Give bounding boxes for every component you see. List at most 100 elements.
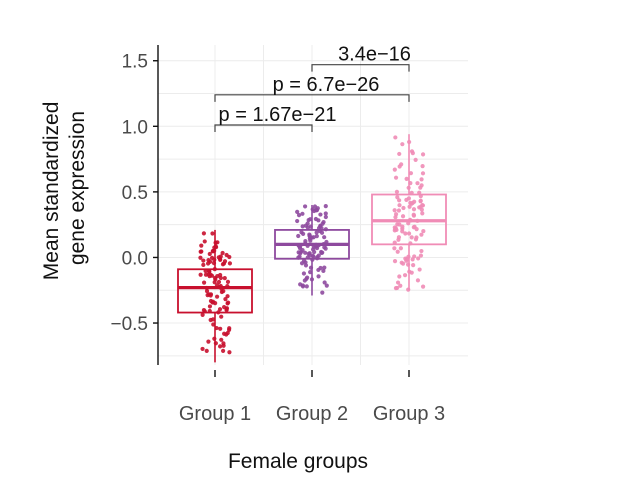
data-point xyxy=(217,256,223,262)
p-value-label: p = 6.7e−26 xyxy=(273,74,380,96)
data-point xyxy=(219,314,224,319)
data-point xyxy=(304,276,309,282)
data-point xyxy=(225,294,230,299)
data-point xyxy=(398,246,403,251)
data-point xyxy=(323,214,328,220)
data-point xyxy=(420,152,426,157)
data-point xyxy=(222,276,227,281)
data-point xyxy=(210,231,215,236)
x-tick-label: Group 1 xyxy=(179,403,251,425)
comparison-bracket xyxy=(214,124,313,132)
data-point xyxy=(400,142,405,147)
y-axis-title-line-1: Mean standardized xyxy=(40,102,63,281)
data-point xyxy=(397,151,402,157)
data-point xyxy=(411,262,416,268)
data-point xyxy=(395,195,400,200)
data-point xyxy=(419,183,424,188)
data-point xyxy=(406,231,412,236)
x-axis-title: Female groups xyxy=(228,450,368,473)
data-point xyxy=(417,267,422,272)
data-point xyxy=(323,211,328,216)
data-point xyxy=(393,227,398,232)
data-point xyxy=(206,339,211,344)
data-point xyxy=(324,283,329,288)
data-point xyxy=(205,261,211,266)
data-point xyxy=(215,294,220,299)
data-point xyxy=(303,250,308,255)
data-point xyxy=(220,348,226,353)
data-point xyxy=(226,300,231,305)
data-point xyxy=(295,218,300,224)
data-point xyxy=(319,230,325,235)
data-point xyxy=(397,274,402,279)
data-point xyxy=(200,312,205,317)
data-point xyxy=(227,261,233,266)
data-point xyxy=(410,200,415,206)
data-point xyxy=(397,198,402,203)
y-tick-label: −0.5 xyxy=(110,314,148,335)
data-point xyxy=(420,284,426,289)
data-point xyxy=(219,337,224,342)
data-point xyxy=(409,235,414,240)
data-point xyxy=(300,224,305,229)
data-point xyxy=(227,326,232,331)
y-tick-label: 0.0 xyxy=(122,248,148,269)
data-point xyxy=(301,258,307,263)
data-point xyxy=(301,231,306,236)
data-point xyxy=(222,259,228,264)
data-point xyxy=(321,268,326,274)
data-point xyxy=(206,272,211,277)
data-point xyxy=(210,299,216,304)
jitter-points xyxy=(198,135,426,355)
data-point xyxy=(198,255,203,260)
data-point xyxy=(314,234,319,239)
y-tick-label: 1.5 xyxy=(122,52,148,73)
data-point xyxy=(418,253,424,258)
data-point xyxy=(415,181,420,186)
data-point xyxy=(314,208,319,213)
data-point xyxy=(307,233,312,238)
data-point xyxy=(199,243,204,248)
data-point xyxy=(398,283,403,288)
data-point xyxy=(224,306,230,311)
data-point xyxy=(400,224,405,229)
data-point xyxy=(392,167,397,172)
data-point xyxy=(302,204,308,209)
data-point xyxy=(218,326,223,331)
data-point xyxy=(201,231,206,236)
data-point xyxy=(410,151,415,156)
data-point xyxy=(323,204,328,209)
data-point xyxy=(400,229,405,234)
data-point xyxy=(401,261,406,266)
data-point xyxy=(393,175,399,180)
y-tick-label: 1.0 xyxy=(122,117,148,138)
data-point xyxy=(316,218,321,223)
data-point xyxy=(227,350,232,355)
data-point xyxy=(206,258,211,263)
data-point xyxy=(221,289,226,294)
data-point xyxy=(204,288,210,294)
comparison-bracket xyxy=(311,64,410,72)
significance-brackets: p = 1.67e−21 p = 6.7e−26 3.4e−16 xyxy=(214,44,411,132)
data-point xyxy=(310,253,316,258)
data-point xyxy=(204,348,209,353)
data-point xyxy=(415,278,421,283)
data-point xyxy=(217,344,223,349)
data-point xyxy=(406,196,412,201)
data-point xyxy=(300,248,305,253)
data-point xyxy=(217,307,223,312)
data-point xyxy=(300,283,305,288)
data-point xyxy=(227,254,232,260)
data-point xyxy=(225,330,230,336)
y-tick-label: 0.5 xyxy=(122,183,148,204)
data-point xyxy=(320,250,325,255)
data-point xyxy=(421,228,426,234)
data-point xyxy=(296,212,302,218)
data-point xyxy=(419,207,424,212)
data-point xyxy=(393,286,399,291)
data-point xyxy=(300,211,305,216)
data-point xyxy=(306,251,311,256)
data-point xyxy=(225,279,231,284)
data-point xyxy=(411,212,416,217)
data-point xyxy=(393,212,399,217)
